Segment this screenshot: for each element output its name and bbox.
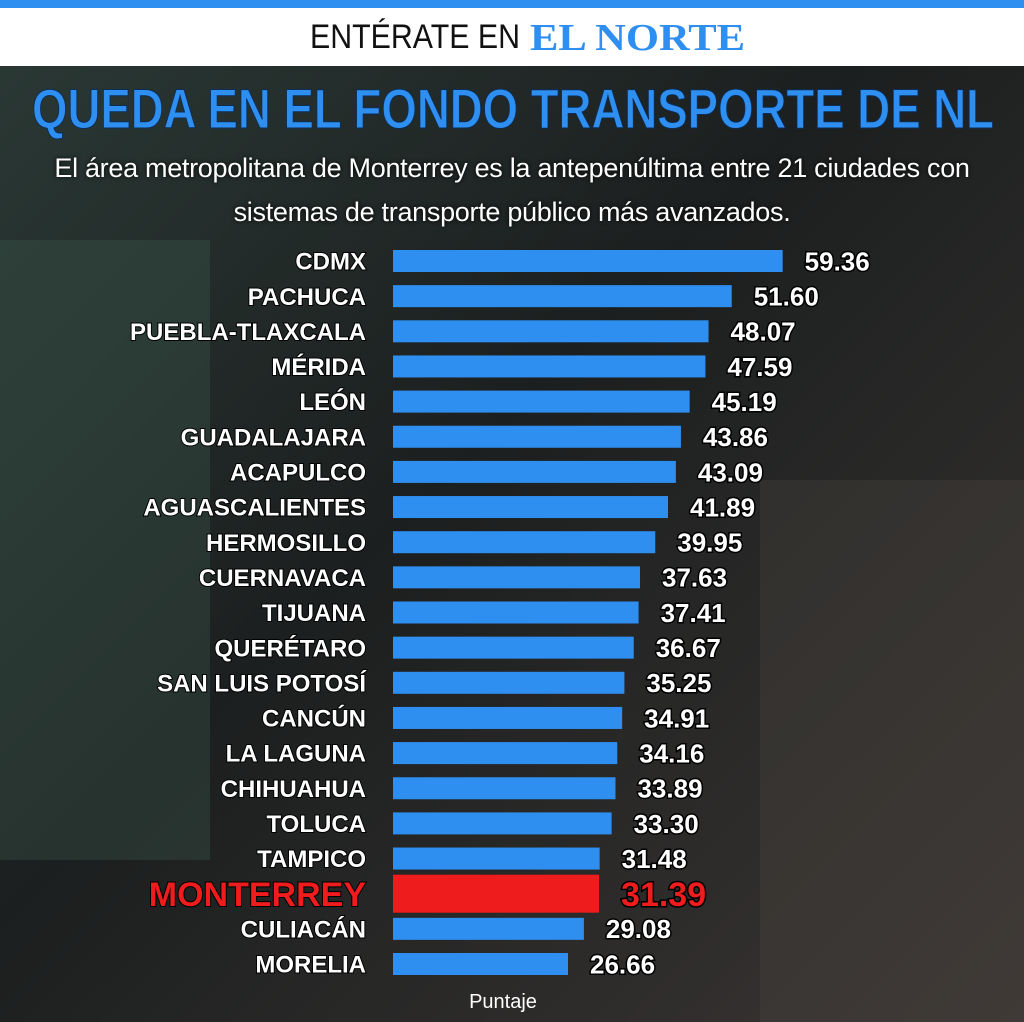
value-label: 43.09	[698, 457, 763, 487]
category-label: HERMOSILLO	[206, 530, 366, 557]
value-label: 59.36	[805, 246, 870, 276]
bar	[393, 531, 656, 554]
category-label: QUERÉTARO	[214, 634, 366, 662]
bar	[393, 636, 634, 659]
value-label: 35.25	[646, 668, 711, 698]
value-label: 34.16	[639, 738, 704, 768]
chart-title: QUEDA EN EL FONDO TRANSPORTE DE NL	[32, 77, 994, 140]
bar	[393, 320, 709, 343]
value-label: 43.86	[703, 422, 768, 452]
header-bar	[0, 8, 1024, 66]
value-label: 41.89	[690, 492, 755, 522]
category-label: PACHUCA	[248, 284, 366, 311]
value-label: 33.30	[634, 809, 699, 839]
value-label: 37.41	[661, 598, 726, 628]
bar	[393, 671, 625, 694]
value-label: 31.48	[622, 844, 687, 874]
category-label: CDMX	[295, 249, 366, 276]
value-label: 31.39	[621, 876, 706, 914]
bar	[393, 917, 584, 940]
bar	[393, 285, 732, 308]
category-label: CULIACÁN	[241, 915, 366, 943]
bar	[393, 847, 600, 870]
category-label: GUADALAJARA	[181, 424, 366, 451]
bar	[393, 390, 690, 413]
value-label: 26.66	[590, 949, 655, 979]
bar	[393, 566, 641, 589]
bar	[393, 425, 681, 448]
value-label: 39.95	[677, 528, 742, 558]
category-label: CUERNAVACA	[199, 565, 366, 592]
bar	[393, 250, 783, 272]
header-text: ENTÉRATE EN	[310, 18, 520, 56]
category-label: CHIHUAHUA	[221, 776, 366, 803]
category-label: TIJUANA	[262, 600, 366, 627]
value-label: 47.59	[727, 352, 792, 382]
chart-subtitle: El área metropolitana de Monterrey es la…	[54, 153, 970, 227]
category-label: AGUASCALIENTES	[143, 495, 366, 522]
category-label: LA LAGUNA	[226, 741, 366, 768]
bar	[393, 601, 639, 624]
bar	[393, 742, 618, 765]
value-label: 29.08	[606, 914, 671, 944]
x-axis-label: Puntaje	[469, 991, 537, 1013]
category-label: TOLUCA	[266, 811, 366, 838]
bar	[393, 460, 676, 483]
category-label: ACAPULCO	[230, 460, 366, 487]
value-label: 51.60	[754, 282, 819, 312]
bar	[393, 874, 600, 913]
bar	[393, 496, 668, 519]
category-label: SAN LUIS POTOSÍ	[157, 669, 367, 697]
bar	[393, 777, 616, 800]
category-label: LEÓN	[299, 388, 366, 416]
value-label: 36.67	[656, 633, 721, 663]
bar	[393, 953, 569, 975]
bg-photo-shape	[0, 240, 210, 860]
category-label: MÉRIDA	[271, 353, 366, 381]
value-label: 45.19	[712, 387, 777, 417]
value-label: 34.91	[644, 703, 709, 733]
value-label: 33.89	[637, 774, 702, 804]
category-label: MORELIA	[255, 952, 366, 979]
bg-photo-shape	[760, 480, 1024, 1022]
category-label: CANCÚN	[262, 705, 366, 733]
bar	[393, 355, 706, 378]
bar	[393, 706, 623, 729]
category-label: PUEBLA-TLAXCALA	[130, 319, 366, 346]
category-label: MONTERREY	[149, 876, 367, 914]
header-top-border	[0, 0, 1024, 8]
value-label: 37.63	[662, 563, 727, 593]
value-label: 48.07	[731, 317, 796, 347]
category-label: TAMPICO	[257, 846, 366, 873]
header-brand: EL NORTE	[530, 17, 745, 59]
bar	[393, 812, 612, 835]
